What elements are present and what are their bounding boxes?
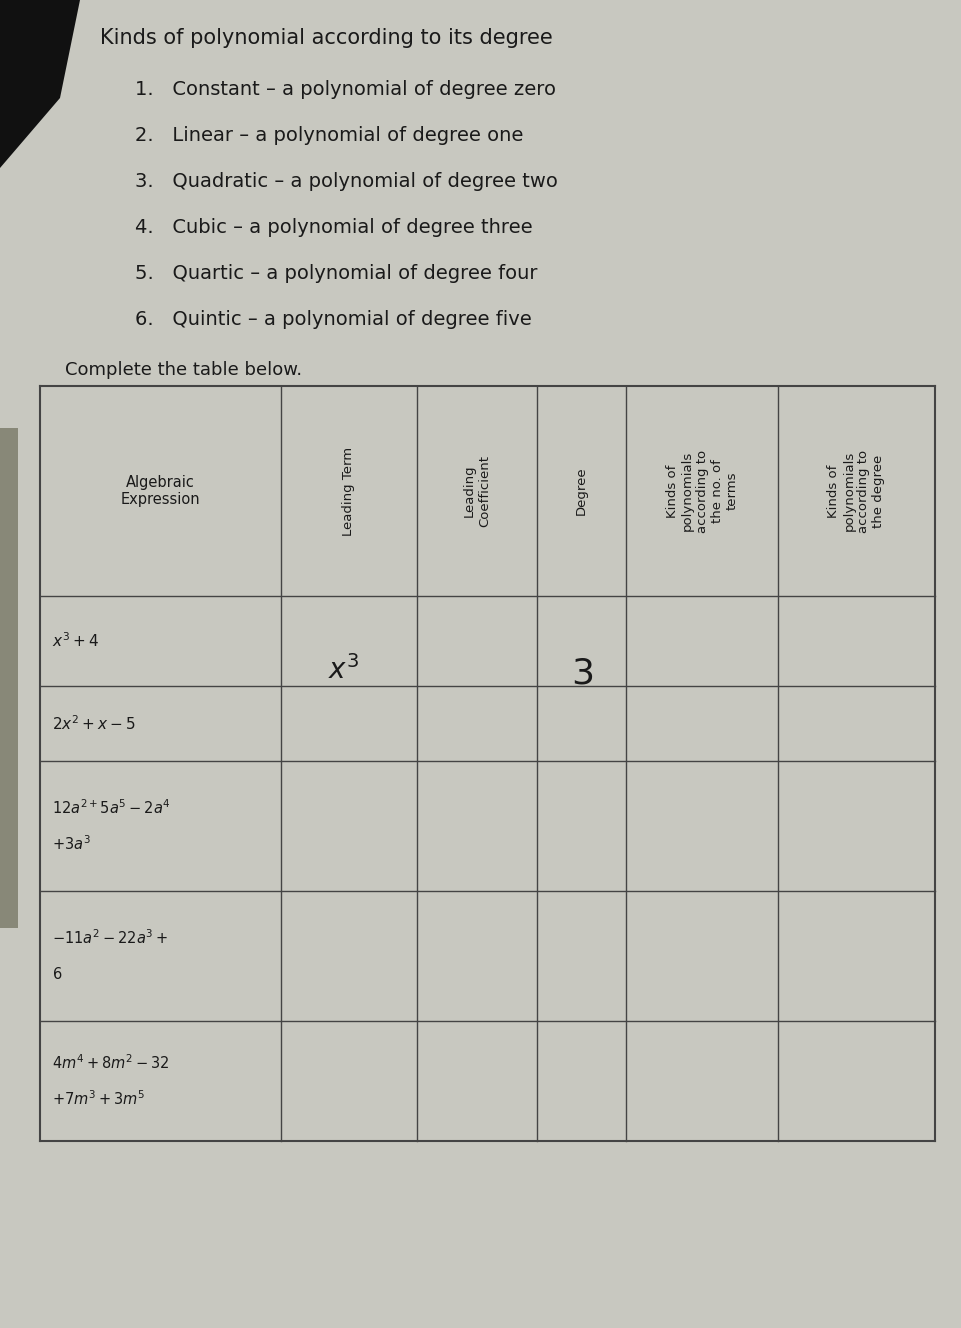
Text: $+ 7m^3 + 3m^5$: $+ 7m^3 + 3m^5$ xyxy=(52,1090,145,1109)
Text: $6$: $6$ xyxy=(52,965,62,981)
Text: $x^3$: $x^3$ xyxy=(328,656,359,685)
Text: Leading Term: Leading Term xyxy=(342,446,356,535)
Text: Kinds of polynomial according to its degree: Kinds of polynomial according to its deg… xyxy=(100,28,553,48)
Text: 4.   Cubic – a polynomial of degree three: 4. Cubic – a polynomial of degree three xyxy=(135,218,532,236)
Text: Leading
Coefficient: Leading Coefficient xyxy=(463,456,491,527)
Text: $12a^{2+}5a^5 - 2a^4$: $12a^{2+}5a^5 - 2a^4$ xyxy=(52,798,171,817)
Text: 5.   Quartic – a polynomial of degree four: 5. Quartic – a polynomial of degree four xyxy=(135,264,537,283)
Text: $2x^2 + x - 5$: $2x^2 + x - 5$ xyxy=(52,714,136,733)
Text: Kinds of
polynomials
according to
the no. of
terms: Kinds of polynomials according to the no… xyxy=(666,449,739,533)
Text: Complete the table below.: Complete the table below. xyxy=(65,361,302,378)
Text: $+3a^3$: $+3a^3$ xyxy=(52,835,91,854)
Text: $x^3 + 4$: $x^3 + 4$ xyxy=(52,632,99,651)
FancyBboxPatch shape xyxy=(0,428,18,928)
Text: Algebraic
Expression: Algebraic Expression xyxy=(120,475,200,507)
Text: $4m^4 + 8m^2 - 32$: $4m^4 + 8m^2 - 32$ xyxy=(52,1053,169,1072)
Text: $3$: $3$ xyxy=(571,656,593,691)
Text: 6.   Quintic – a polynomial of degree five: 6. Quintic – a polynomial of degree five xyxy=(135,309,531,329)
Text: Degree: Degree xyxy=(576,466,588,515)
Text: $-11a^2 - 22a^3 +$: $-11a^2 - 22a^3 +$ xyxy=(52,928,168,947)
Text: 3.   Quadratic – a polynomial of degree two: 3. Quadratic – a polynomial of degree tw… xyxy=(135,173,558,191)
Polygon shape xyxy=(0,0,80,169)
Text: Kinds of
polynomials
according to
the degree: Kinds of polynomials according to the de… xyxy=(827,449,885,533)
Text: 2.   Linear – a polynomial of degree one: 2. Linear – a polynomial of degree one xyxy=(135,126,524,145)
Text: 1.   Constant – a polynomial of degree zero: 1. Constant – a polynomial of degree zer… xyxy=(135,80,556,100)
